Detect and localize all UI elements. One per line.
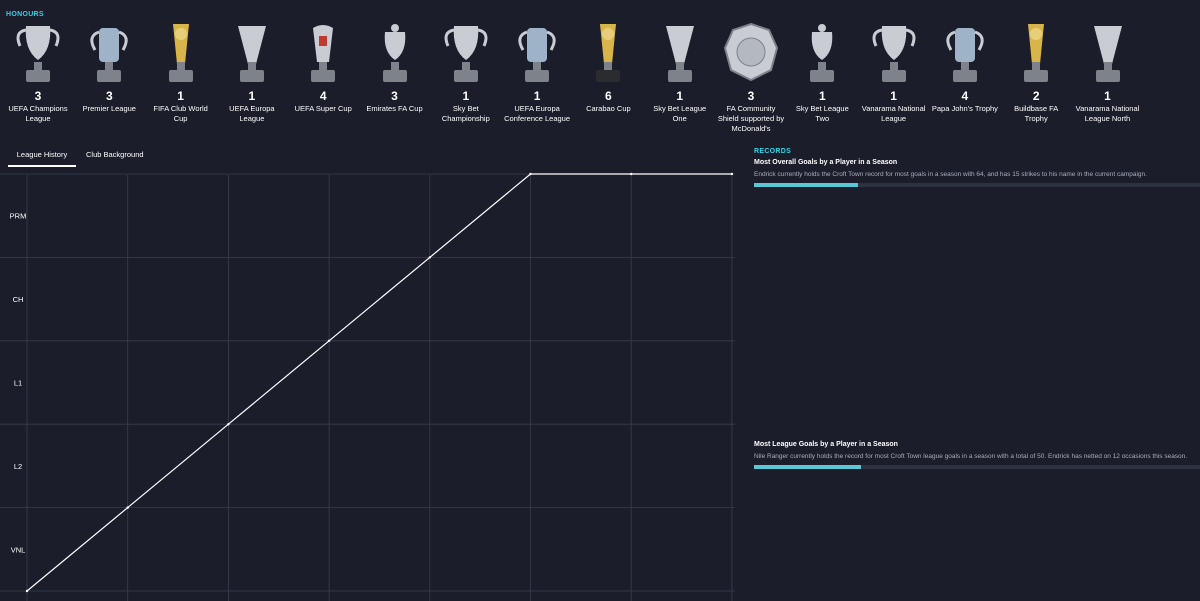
y-tick-label: CH xyxy=(13,295,24,304)
honours-title: HONOURS xyxy=(6,11,44,18)
trophy-count: 1 xyxy=(177,89,184,103)
record-title: Most League Goals by a Player in a Seaso… xyxy=(754,441,898,448)
carabao-cup-trophy-icon xyxy=(572,20,644,88)
league-one-trophy-icon xyxy=(644,20,716,88)
tab-league-history[interactable]: League History xyxy=(8,150,76,167)
trophy-count: 1 xyxy=(676,89,684,103)
record-most-overall-goals: Most Overall Goals by a Player in a Seas… xyxy=(754,159,1200,187)
trophy-count: 1 xyxy=(818,89,826,103)
trophy-count: 1 xyxy=(462,89,470,103)
trophy-name: Papa John's Trophy xyxy=(931,104,998,113)
record-progress-fill xyxy=(754,465,862,469)
honours-row: 3 UEFA Champions League 3 Premier League 1 FI… xyxy=(0,20,1160,140)
record-description: Nile Ranger currently holds the record f… xyxy=(754,453,1188,460)
data-point xyxy=(730,172,734,176)
data-point xyxy=(529,172,532,176)
national-league-trophy-icon xyxy=(858,20,930,88)
record-progress-fill xyxy=(754,183,859,187)
trophy-count: 1 xyxy=(533,89,541,103)
trophy-count: 3 xyxy=(747,89,755,103)
data-point xyxy=(25,589,29,593)
champions-league-trophy-icon xyxy=(2,20,74,88)
trophy-count: 6 xyxy=(605,89,612,103)
record-title: Most Overall Goals by a Player in a Seas… xyxy=(754,159,898,166)
trophy-item[interactable]: 3 Premier League xyxy=(73,20,145,114)
record-progress-track xyxy=(754,465,1200,469)
records-title: RECORDS xyxy=(754,148,792,155)
league-history-line xyxy=(26,173,732,592)
trophy-name: Sky Bet League One xyxy=(653,104,707,123)
trophy-item[interactable]: 1 Vanarama National League xyxy=(858,20,930,124)
y-tick-label: L2 xyxy=(14,462,22,471)
trophy-name: Sky Bet League Two xyxy=(795,104,849,123)
conference-league-trophy-icon xyxy=(501,20,573,88)
trophy-name: FIFA Club World Cup xyxy=(153,104,208,123)
data-point xyxy=(630,172,633,176)
trophy-name: FA Community Shield supported by McDonal… xyxy=(717,104,785,133)
trophy-count: 4 xyxy=(319,89,327,103)
championship-trophy-icon xyxy=(430,20,502,88)
trophy-count: 1 xyxy=(1104,89,1111,103)
community-shield-icon xyxy=(715,20,787,88)
trophy-count: 2 xyxy=(1032,89,1040,103)
trophy-name: UEFA Europa League xyxy=(229,104,275,123)
trophy-item[interactable]: 3 Emirates FA Cup xyxy=(359,20,431,114)
trophy-name: Premier League xyxy=(82,104,136,113)
trophy-item[interactable]: 1 Sky Bet Championship xyxy=(430,20,502,124)
record-description: Endrick currently holds the Croft Town r… xyxy=(754,171,1147,178)
trophy-item[interactable]: 6 Carabao Cup xyxy=(572,20,644,114)
league-two-trophy-icon xyxy=(786,20,858,88)
trophy-item[interactable]: 3 FA Community Shield supported by McDona… xyxy=(715,20,787,134)
trophy-name: Carabao Cup xyxy=(586,104,631,113)
data-point xyxy=(126,506,129,509)
data-point xyxy=(327,339,331,342)
trophy-name: Sky Bet Championship xyxy=(441,104,490,123)
papa-johns-trophy-icon xyxy=(929,20,1001,88)
trophy-item[interactable]: 1 Sky Bet League One xyxy=(644,20,716,124)
record-progress-track xyxy=(754,183,1200,187)
y-tick-label: L1 xyxy=(14,379,22,388)
data-point xyxy=(428,256,431,259)
trophy-name: Vanarama National League xyxy=(861,104,926,123)
fa-cup-trophy-icon xyxy=(359,20,431,88)
trophy-count: 4 xyxy=(961,89,969,103)
trophy-item[interactable]: 4 UEFA Super Cup xyxy=(287,20,359,114)
trophy-item[interactable]: 1 Vanarama National League North xyxy=(1072,20,1144,124)
national-league-north-trophy-icon xyxy=(1072,20,1144,88)
data-point xyxy=(227,423,230,426)
club-world-cup-trophy-icon xyxy=(145,20,217,88)
trophy-count: 3 xyxy=(391,89,398,103)
fa-trophy-icon xyxy=(1000,20,1072,88)
trophy-item[interactable]: 2 Buildbase FA Trophy xyxy=(1000,20,1072,124)
premier-league-trophy-icon xyxy=(73,20,145,88)
trophy-name: UEFA Champions League xyxy=(8,104,68,123)
trophy-item[interactable]: 1 Sky Bet League Two xyxy=(786,20,858,124)
y-tick-label: VNL xyxy=(11,545,26,554)
europa-league-trophy-icon xyxy=(216,20,288,88)
league-history-chart: VNL L2 L1 CH PRM xyxy=(0,172,735,601)
trophy-item[interactable]: 1 FIFA Club World Cup xyxy=(145,20,217,124)
trophy-item[interactable]: 4 Papa John's Trophy xyxy=(929,20,1001,114)
super-cup-trophy-icon xyxy=(287,20,359,88)
trophy-item[interactable]: 3 UEFA Champions League xyxy=(2,20,74,124)
trophy-item[interactable]: 1 UEFA Europa League xyxy=(216,20,288,124)
trophy-count: 1 xyxy=(248,89,256,103)
record-most-league-goals: Most League Goals by a Player in a Seaso… xyxy=(754,441,1200,469)
trophy-count: 3 xyxy=(105,89,113,103)
tab-club-background[interactable]: Club Background xyxy=(86,150,144,159)
trophy-name: UEFA Europa Conference League xyxy=(504,104,571,123)
trophy-item[interactable]: 1 UEFA Europa Conference League xyxy=(501,20,573,124)
trophy-count: 3 xyxy=(34,89,42,103)
trophy-name: UEFA Super Cup xyxy=(294,104,352,113)
y-tick-label: PRM xyxy=(10,212,27,221)
trophy-name: Emirates FA Cup xyxy=(366,104,423,113)
trophy-count: 1 xyxy=(890,89,897,103)
trophy-name: Vanarama National League North xyxy=(1075,104,1140,123)
trophy-name: Buildbase FA Trophy xyxy=(1014,104,1059,123)
